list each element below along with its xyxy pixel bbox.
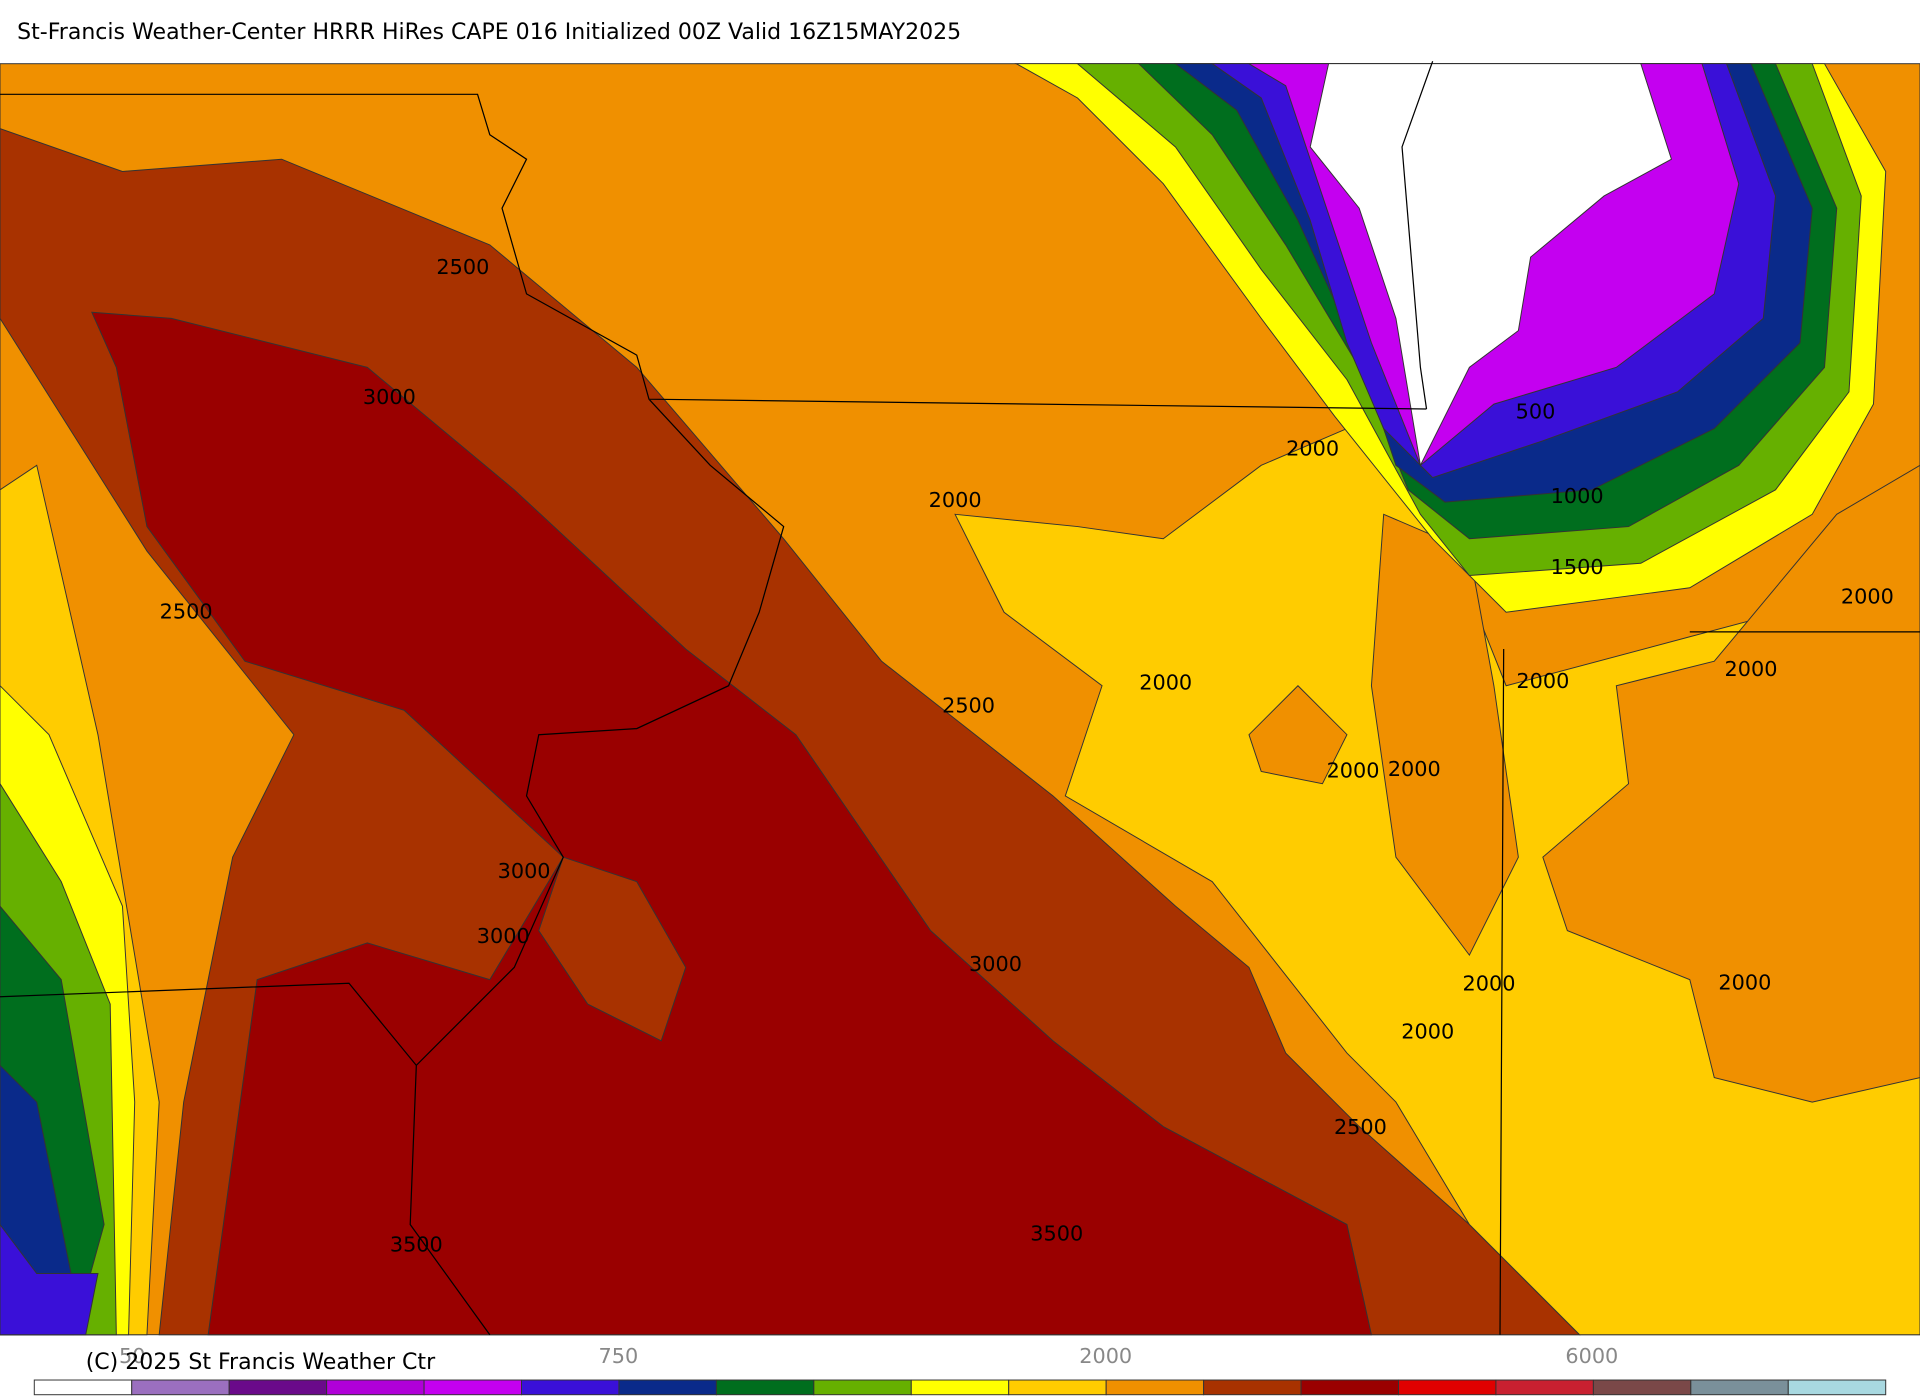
contour-label: 1000 xyxy=(1551,484,1604,508)
contour-label: 500 xyxy=(1516,400,1556,424)
colorbar-swatch xyxy=(715,1379,815,1396)
colorbar-label: 50 xyxy=(119,1344,145,1368)
contour-label: 3000 xyxy=(498,859,551,883)
contour-label: 3000 xyxy=(477,924,530,948)
map xyxy=(0,61,1920,1336)
contour-label: 2000 xyxy=(1463,972,1516,996)
colorbar-swatch xyxy=(1787,1379,1887,1396)
contour-label: 3500 xyxy=(390,1232,443,1256)
colorbar-swatch xyxy=(521,1379,620,1396)
contour-label: 2000 xyxy=(1139,670,1192,694)
colorbar-swatch xyxy=(228,1379,328,1396)
colorbar-label: 6000 xyxy=(1565,1344,1618,1368)
colorbar-swatch xyxy=(813,1379,912,1396)
colorbar-swatch xyxy=(1105,1379,1205,1396)
contour-label: 2000 xyxy=(1725,657,1778,681)
colorbar-swatch xyxy=(326,1379,425,1396)
copyright: (C) 2025 St Francis Weather Ctr xyxy=(86,1350,436,1375)
contour-labels: 2500 3000 2500 2000 2000 500 1000 1500 2… xyxy=(160,255,1894,1256)
title: St-Francis Weather-Center HRRR HiRes CAP… xyxy=(17,20,961,45)
contour-label: 1500 xyxy=(1551,555,1604,579)
colorbar-label: 2000 xyxy=(1079,1344,1132,1368)
contour-label: 2000 xyxy=(1388,757,1441,781)
colorbar-swatch xyxy=(618,1379,717,1396)
contour-label: 2500 xyxy=(160,599,213,623)
contour-label: 2000 xyxy=(929,488,982,512)
colorbar-swatch xyxy=(1495,1379,1594,1396)
colorbar-swatch xyxy=(910,1379,1010,1396)
contour-label: 2500 xyxy=(436,255,489,279)
colorbar-label: 750 xyxy=(599,1344,639,1368)
contour-label: 2000 xyxy=(1286,436,1339,460)
contour-label: 2500 xyxy=(1334,1115,1387,1139)
colorbar-swatch xyxy=(131,1379,230,1396)
colorbar-swatch xyxy=(1008,1379,1107,1396)
contour-label: 3500 xyxy=(1030,1221,1083,1245)
contour-label: 2000 xyxy=(1516,669,1569,693)
contour-label: 2000 xyxy=(1327,758,1380,782)
colorbar-swatch xyxy=(1300,1379,1399,1396)
colorbar-swatch xyxy=(1203,1379,1302,1396)
contour-label: 3000 xyxy=(969,952,1022,976)
colorbar-swatch xyxy=(423,1379,522,1396)
colorbar-swatch xyxy=(1690,1379,1789,1396)
contour-label: 2000 xyxy=(1401,1019,1454,1043)
contour-label: 2000 xyxy=(1718,970,1771,994)
colorbar-swatch xyxy=(1592,1379,1692,1396)
contour-label: 3000 xyxy=(363,385,416,409)
colorbar-swatch xyxy=(1398,1379,1497,1396)
colorbar-swatch xyxy=(33,1379,133,1396)
contour-label: 2000 xyxy=(1841,585,1894,609)
contour-label: 2500 xyxy=(942,694,995,718)
colorbar xyxy=(33,1379,1887,1396)
